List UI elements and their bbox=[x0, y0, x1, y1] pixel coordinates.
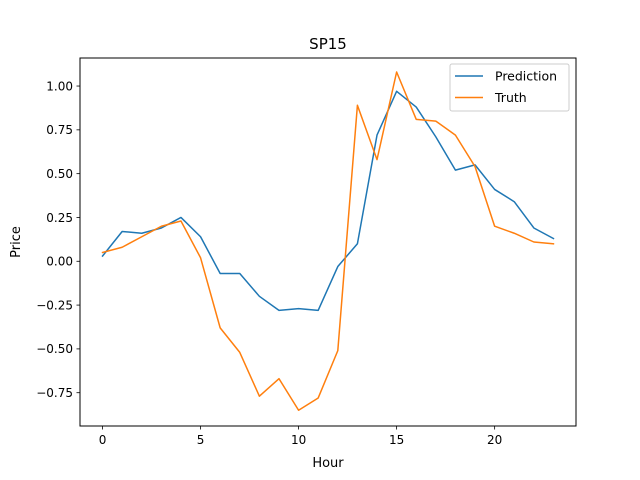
x-axis-label: Hour bbox=[312, 456, 344, 471]
legend-label-prediction: Prediction bbox=[495, 69, 557, 84]
legend: Prediction Truth bbox=[449, 63, 570, 112]
y-tick-label: −0.75 bbox=[36, 386, 73, 400]
y-tick-label: 0.75 bbox=[46, 123, 73, 137]
x-tick-label: 20 bbox=[487, 433, 502, 447]
chart-title: SP15 bbox=[309, 35, 347, 53]
plot-area-frame bbox=[79, 57, 577, 427]
y-tick-label: 0.25 bbox=[46, 211, 73, 225]
y-tick-label: 1.00 bbox=[46, 79, 73, 93]
y-tick-label: 0.50 bbox=[46, 167, 73, 181]
x-tick-label: 15 bbox=[389, 433, 404, 447]
y-axis: −0.75 −0.50 −0.25 0.00 0.25 0.50 0.75 1.00 bbox=[36, 79, 80, 400]
y-tick-label: −0.25 bbox=[36, 298, 73, 312]
x-tick-label: 5 bbox=[197, 433, 205, 447]
y-tick-label: 0.00 bbox=[46, 255, 73, 269]
legend-label-truth: Truth bbox=[494, 90, 527, 105]
y-axis-label: Price bbox=[9, 226, 24, 258]
series-line-truth bbox=[101, 71, 555, 411]
y-tick-label: −0.50 bbox=[36, 342, 73, 356]
x-tick-label: 0 bbox=[99, 433, 107, 447]
series-line-prediction bbox=[101, 90, 555, 312]
x-axis: 0 5 10 15 20 bbox=[99, 426, 502, 447]
x-tick-label: 10 bbox=[291, 433, 306, 447]
series-layer bbox=[101, 71, 555, 411]
